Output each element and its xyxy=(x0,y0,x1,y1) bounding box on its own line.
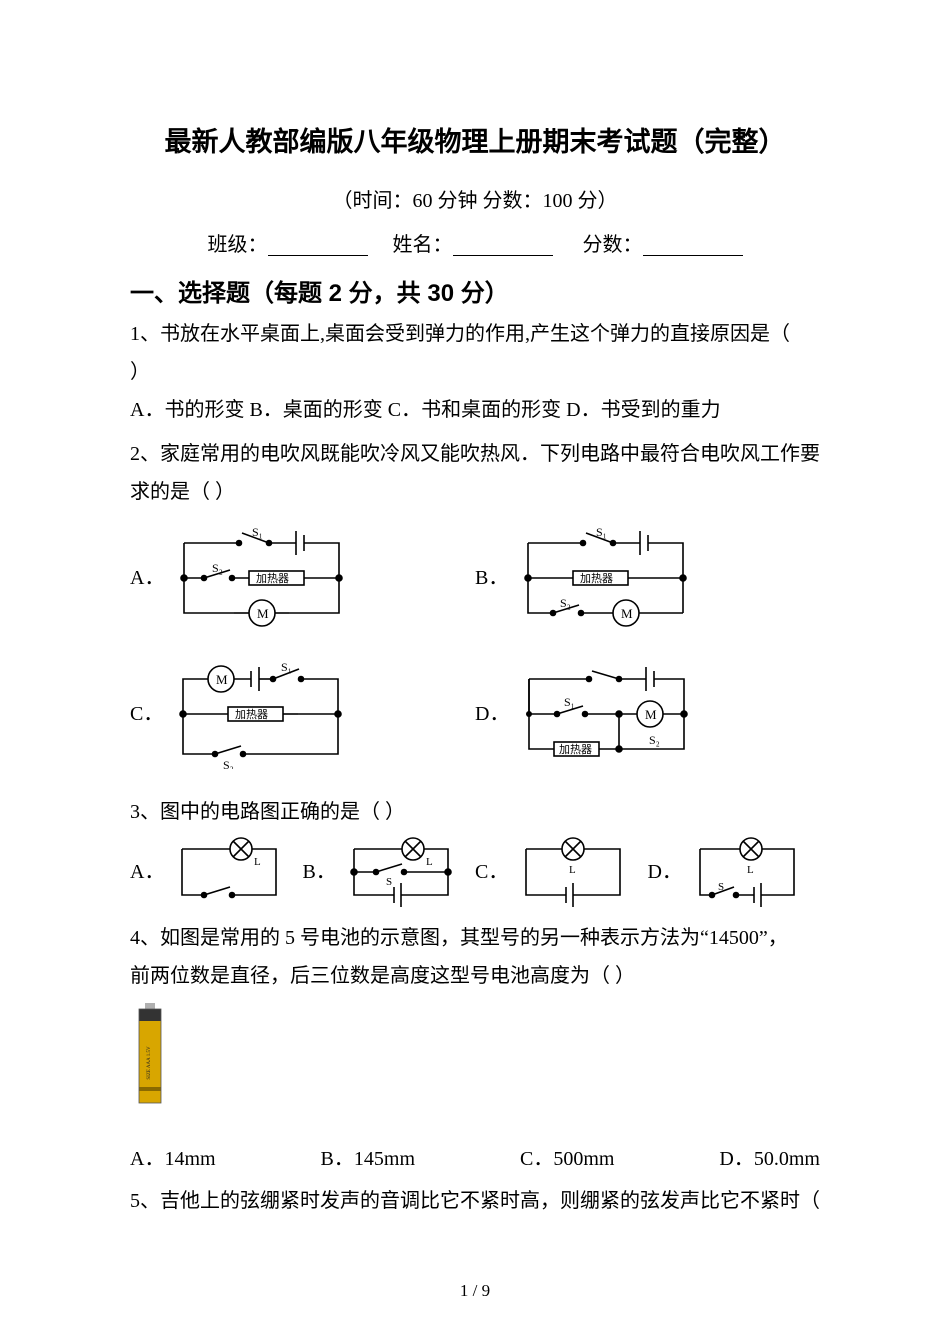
svg-text:S₁: S₁ xyxy=(596,525,607,539)
svg-text:L: L xyxy=(569,864,576,876)
q4-opt-a: A．14mm xyxy=(130,1142,216,1176)
q5-stem: 5、吉他上的弦绷紧时发声的音调比它不紧时高，则绷紧的弦发声比它不紧时（ xyxy=(130,1184,820,1218)
battery-figure: SIZE AAA 1.5V xyxy=(130,1003,820,1124)
q3-label-a: A． xyxy=(130,855,164,889)
svg-text:L: L xyxy=(747,864,754,876)
class-label: 班级： xyxy=(208,234,268,256)
svg-text:加热器: 加热器 xyxy=(580,572,613,585)
svg-text:S₂: S₂ xyxy=(212,561,223,575)
q2-circuit-d: S₁ S₂ 加热器 M xyxy=(519,659,694,769)
q3-stem: 3、图中的电路图正确的是（ ） xyxy=(130,795,820,829)
q2-circuit-b: S₁ S₂ 加热器 M xyxy=(518,523,693,633)
q4-opt-d: D．50.0mm xyxy=(719,1142,820,1176)
q2-row1: A． xyxy=(130,523,820,633)
q1-options: A．书的形变 B．桌面的形变 C．书和桌面的形变 D．书受到的重力 xyxy=(130,393,820,427)
q4-opt-b: B．145mm xyxy=(321,1142,415,1176)
svg-text:M: M xyxy=(216,672,228,687)
name-blank xyxy=(453,236,553,256)
svg-text:SIZE AAA 1.5V: SIZE AAA 1.5V xyxy=(147,1046,152,1080)
q2-circuit-a: S₁ S₂ 加热器 M xyxy=(174,523,349,633)
q2-stem-b: 求的是（ ） xyxy=(130,475,820,509)
q2-label-c: C． xyxy=(130,697,163,731)
q3-circuit-d: L S xyxy=(692,837,802,907)
svg-text:S₂: S₂ xyxy=(560,596,571,610)
page-title: 最新人教部编版八年级物理上册期末考试题（完整） xyxy=(130,120,820,166)
svg-text:S₂: S₂ xyxy=(649,733,660,747)
svg-text:L: L xyxy=(426,856,433,868)
section-1-heading: 一、选择题（每题 2 分，共 30 分） xyxy=(130,274,820,315)
exam-subtitle: （时间：60 分钟 分数：100 分） xyxy=(130,184,820,218)
q4-options: A．14mm B．145mm C．500mm D．50.0mm xyxy=(130,1142,820,1176)
q4-stem-b: 前两位数是直径，后三位数是高度这型号电池高度为（ ） xyxy=(130,959,820,993)
svg-text:M: M xyxy=(621,606,633,621)
svg-text:S: S xyxy=(386,876,392,888)
q2-circuit-c: S₁ S₂ 加热器 M xyxy=(173,659,348,769)
q4-stem-a: 4、如图是常用的 5 号电池的示意图，其型号的另一种表示方法为“14500”， xyxy=(130,921,820,955)
q2-label-b: B． xyxy=(475,561,508,595)
svg-text:加热器: 加热器 xyxy=(559,743,592,756)
svg-text:S₁: S₁ xyxy=(252,525,263,539)
svg-text:S₁: S₁ xyxy=(564,695,575,709)
svg-text:S: S xyxy=(718,881,724,893)
form-line: 班级： 姓名： 分数： xyxy=(130,228,820,262)
q3-label-b: B． xyxy=(303,855,336,889)
q2-stem-a: 2、家庭常用的电吹风既能吹冷风又能吹热风．下列电路中最符合电吹风工作要 xyxy=(130,437,820,471)
q1-stem-a: 1、书放在水平桌面上,桌面会受到弹力的作用,产生这个弹力的直接原因是（ xyxy=(130,317,820,351)
name-label: 姓名： xyxy=(393,234,453,256)
q2-row2: C． xyxy=(130,659,820,769)
svg-text:L: L xyxy=(254,856,261,868)
svg-text:加热器: 加热器 xyxy=(235,708,268,721)
svg-text:加热器: 加热器 xyxy=(256,572,289,585)
q2-label-a: A． xyxy=(130,561,164,595)
q1-stem-b: ） xyxy=(130,355,820,389)
q2-label-d: D． xyxy=(475,697,509,731)
page-number: 1 / 9 xyxy=(0,1277,950,1306)
q3-label-c: C． xyxy=(475,855,508,889)
svg-text:M: M xyxy=(645,707,657,722)
score-blank xyxy=(643,236,743,256)
q3-options-row: A． L B． xyxy=(130,837,820,907)
q3-circuit-b: L S xyxy=(346,837,456,907)
svg-text:S₂: S₂ xyxy=(223,758,234,769)
score-label: 分数： xyxy=(583,234,643,256)
svg-text:M: M xyxy=(257,606,269,621)
class-blank xyxy=(268,236,368,256)
q3-circuit-c: L xyxy=(518,837,628,907)
svg-text:S₁: S₁ xyxy=(281,660,292,674)
q3-circuit-a: L xyxy=(174,837,284,907)
q3-label-d: D． xyxy=(648,855,682,889)
q4-opt-c: C．500mm xyxy=(520,1142,614,1176)
